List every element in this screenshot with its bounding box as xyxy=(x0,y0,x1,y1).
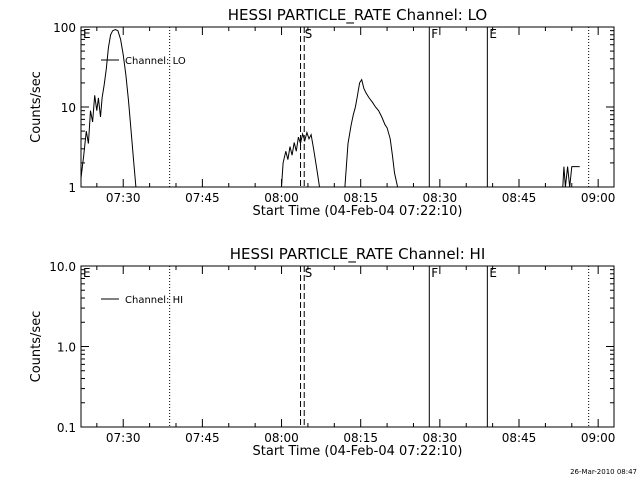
panel-lo-channel: HESSI PARTICLE_RATE Channel: LO 1 10 100 07:… xyxy=(29,6,615,219)
x-tick-label: 07:30 xyxy=(106,191,141,205)
x-tick-label: 09:00 xyxy=(581,191,616,205)
plot-frame xyxy=(80,265,615,428)
y-tick-label: 0.1 xyxy=(57,421,76,435)
series-line xyxy=(344,78,399,187)
plot-frame xyxy=(80,26,615,188)
x-tick-label: 07:45 xyxy=(185,191,220,205)
footer-timestamp: 26-Mar-2010 08:47 xyxy=(570,468,637,476)
x-tick-label: 07:45 xyxy=(185,431,220,445)
event-annotation: E xyxy=(83,27,91,41)
event-annotation: E xyxy=(489,266,497,280)
event-annotation: S xyxy=(305,27,313,41)
event-annotation: E xyxy=(489,27,497,41)
series-line xyxy=(562,166,580,187)
series-line xyxy=(281,130,320,187)
x-tick-label: 08:00 xyxy=(264,191,299,205)
y-tick-label: 10.0 xyxy=(49,260,76,274)
x-tick-label: 08:00 xyxy=(264,431,299,445)
x-tick-label: 08:45 xyxy=(502,191,537,205)
x-tick-label: 08:45 xyxy=(502,431,537,445)
y-tick-label: 100 xyxy=(53,21,76,35)
series-line xyxy=(81,28,137,187)
event-annotation: F xyxy=(431,266,438,280)
x-tick-label: 09:00 xyxy=(581,431,616,445)
x-axis-label: Start Time (04-Feb-04 07:22:10) xyxy=(253,204,463,219)
legend-label: Channel: LO xyxy=(125,56,186,67)
chart-title: HESSI PARTICLE_RATE Channel: HI xyxy=(230,245,486,264)
event-annotation: E xyxy=(83,266,91,280)
x-tick-label: 08:30 xyxy=(423,431,458,445)
legend-label: Channel: HI xyxy=(125,295,183,306)
event-annotation: S xyxy=(305,266,313,280)
x-tick-label: 08:15 xyxy=(343,191,378,205)
y-tick-label: 1.0 xyxy=(57,341,76,355)
y-tick-label: 10 xyxy=(61,101,76,115)
x-axis-label: Start Time (04-Feb-04 07:22:10) xyxy=(253,444,463,459)
y-axis-label: Counts/sec xyxy=(29,71,44,143)
chart-title: HESSI PARTICLE_RATE Channel: LO xyxy=(228,6,487,25)
y-tick-label: 1 xyxy=(68,181,76,195)
x-tick-label: 07:30 xyxy=(106,431,141,445)
event-annotation: F xyxy=(431,27,438,41)
y-axis-label: Counts/sec xyxy=(29,311,44,383)
panel-hi-channel: HESSI PARTICLE_RATE Channel: HI 0.1 1.0 10.… xyxy=(29,245,615,459)
x-tick-label: 08:15 xyxy=(343,431,378,445)
x-tick-label: 08:30 xyxy=(423,191,458,205)
